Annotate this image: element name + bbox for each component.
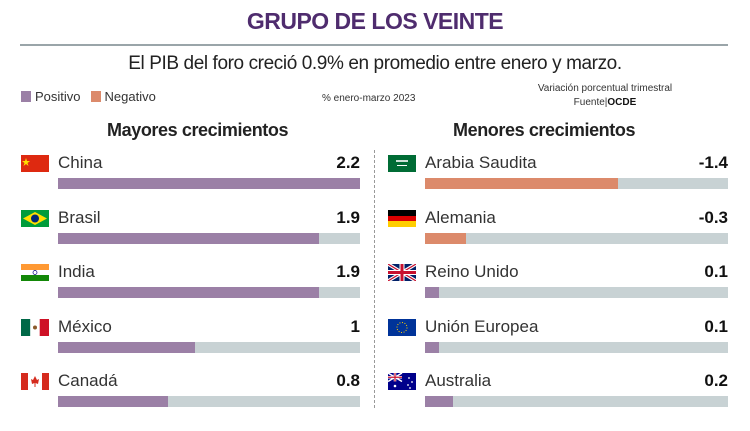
panel-divider [374, 150, 375, 408]
bar-row: Brasil 1.9 [21, 208, 360, 258]
bar-row: Alemania -0.3 [388, 208, 728, 258]
brazil-flag-icon [21, 209, 49, 227]
country-label: Arabia Saudita [425, 153, 537, 172]
source-note: Variación porcentual trimestral Fuente|O… [510, 82, 700, 110]
right-panel-title: Menores crecimientos [453, 120, 636, 140]
eu-flag-icon [388, 318, 416, 336]
country-label: México [58, 316, 112, 336]
value-label: 0.2 [704, 371, 728, 390]
bar-track [58, 287, 360, 298]
legend: Positivo Negativo [21, 89, 156, 104]
bar-track [425, 178, 728, 189]
source-label: Fuente| [573, 97, 608, 108]
bar [58, 341, 196, 353]
bar-row: Unión Europea 0.1 [388, 317, 728, 367]
bar [58, 396, 168, 407]
bar-row: India 1.9 [21, 262, 360, 312]
bar-track [58, 178, 360, 189]
bar [58, 287, 319, 298]
source-name: OCDE [607, 97, 637, 108]
legend-positive: Positivo [21, 89, 81, 104]
bar [58, 178, 360, 189]
australia-flag-icon [388, 373, 416, 390]
bar-track [58, 232, 360, 244]
bar [425, 341, 439, 353]
value-label: 0.1 [704, 262, 728, 281]
title-rule [20, 44, 728, 46]
value-label: -0.3 [698, 207, 728, 227]
bar-row: China 2.2 [21, 153, 360, 203]
country-label: India [58, 262, 95, 281]
bar-track [58, 396, 360, 407]
uk-flag-icon [388, 264, 416, 281]
bar-track [425, 396, 728, 407]
bar-track [425, 341, 728, 353]
value-label: 1.9 [336, 262, 360, 281]
country-label: Brasil [58, 207, 101, 227]
period-note: % enero-marzo 2023 [322, 93, 416, 104]
value-label: 1 [350, 316, 360, 336]
saudi-arabia-flag-icon [388, 155, 416, 172]
country-label: Reino Unido [425, 262, 519, 281]
country-label: Australia [425, 371, 492, 390]
bar-row: Arabia Saudita -1.4 [388, 153, 728, 203]
bar [425, 178, 618, 189]
bar-row: Canadá 0.8 [21, 371, 360, 421]
bar-track [58, 341, 360, 353]
bar [58, 232, 319, 244]
positive-swatch [21, 91, 31, 102]
value-label: 2.2 [336, 153, 360, 172]
bar [425, 287, 439, 298]
subtitle: El PIB del foro creció 0.9% en promedio … [128, 53, 622, 74]
page-title: GRUPO DE LOS VEINTE [246, 8, 504, 34]
bar-row: México 1 [21, 317, 360, 367]
left-panel-title: Mayores crecimientos [107, 120, 289, 140]
bar-row: Australia 0.2 [388, 371, 728, 421]
country-label: Unión Europea [425, 316, 539, 336]
germany-flag-icon [388, 209, 416, 227]
mexico-flag-icon [21, 318, 49, 336]
legend-negative: Negativo [90, 89, 156, 104]
india-flag-icon [21, 264, 49, 281]
country-label: Alemania [425, 207, 496, 227]
legend-positive-label: Positivo [35, 89, 81, 104]
bar [425, 396, 453, 407]
country-label: Canadá [58, 371, 118, 390]
legend-negative-label: Negativo [104, 89, 156, 104]
value-label: 0.8 [336, 371, 360, 390]
value-label: 0.1 [704, 316, 728, 336]
negative-swatch [90, 91, 101, 102]
bar [425, 232, 467, 244]
bar-row: Reino Unido 0.1 [388, 262, 728, 312]
value-label: 1.9 [336, 207, 360, 227]
canada-flag-icon [21, 373, 49, 390]
country-label: China [58, 153, 103, 172]
bar-track [425, 287, 728, 298]
china-flag-icon [21, 155, 49, 172]
source-description: Variación porcentual trimestral [537, 83, 673, 94]
bar-track [425, 232, 728, 244]
value-label: -1.4 [698, 153, 728, 172]
